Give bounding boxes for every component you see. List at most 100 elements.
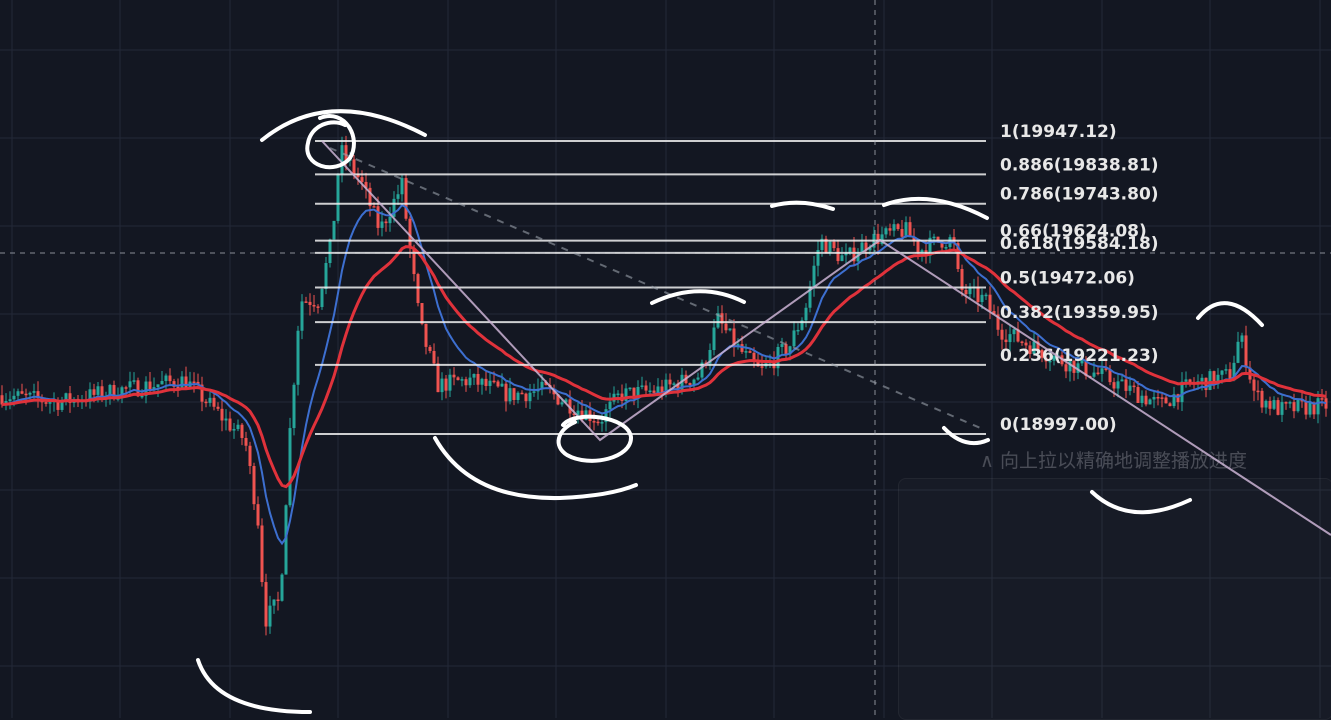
annotation-stroke — [1090, 490, 1192, 515]
annotation-stroke — [650, 289, 746, 305]
candle-down — [756, 361, 760, 367]
candle-down — [1136, 387, 1140, 403]
candle-down — [900, 229, 904, 237]
candle-up — [1236, 341, 1240, 363]
candle-up — [12, 395, 16, 400]
fib-level-label: 0(18997.00) — [1000, 415, 1117, 435]
candle-up — [1316, 398, 1320, 415]
candle-up — [488, 380, 492, 386]
candle-down — [908, 222, 912, 238]
candle-down — [424, 323, 428, 347]
candle-up — [156, 384, 160, 388]
candle-up — [1140, 395, 1144, 403]
candle-up — [460, 379, 464, 381]
candle-up — [224, 418, 228, 421]
candle-down — [1124, 379, 1128, 391]
candle-down — [784, 344, 788, 355]
candle-down — [420, 303, 424, 324]
fibonacci-retracement[interactable]: 1(19947.12) 0.886(19838.81) 0.786(19743.80… — [315, 122, 1159, 435]
candle-down — [36, 391, 40, 399]
candle-down — [1252, 379, 1256, 391]
candle-up — [396, 194, 400, 199]
candle-down — [632, 387, 636, 399]
candle-up — [1128, 385, 1132, 391]
candle-up — [600, 422, 604, 424]
candle-down — [1284, 402, 1288, 404]
candle-down — [556, 394, 560, 405]
candle-down — [0, 395, 4, 405]
candle-up — [868, 247, 872, 251]
candle-down — [412, 248, 416, 275]
candle-up — [616, 393, 620, 396]
candle-down — [276, 599, 280, 602]
candle-down — [1244, 335, 1248, 368]
candle-up — [672, 383, 676, 385]
candle-down — [1004, 339, 1008, 343]
candle-down — [376, 206, 380, 228]
candle-down — [204, 401, 208, 404]
annotation-stroke — [1196, 301, 1264, 327]
candle-down — [1324, 398, 1328, 409]
candle-down — [24, 393, 28, 396]
candle-up — [664, 379, 668, 394]
candle-down — [1320, 398, 1324, 400]
candle-up — [1232, 362, 1236, 381]
candle-down — [668, 379, 672, 385]
video-overlay-panel — [898, 478, 1331, 720]
candle-up — [816, 250, 820, 266]
candle-down — [1188, 379, 1192, 383]
candle-up — [1220, 370, 1224, 375]
candle-up — [1240, 335, 1244, 342]
candle-up — [856, 253, 860, 262]
candle-down — [724, 323, 728, 331]
candle-down — [1112, 382, 1116, 389]
candle-down — [912, 237, 916, 242]
candle-up — [400, 178, 404, 195]
candle-down — [836, 248, 840, 262]
candle-down — [484, 378, 488, 386]
candle-up — [332, 220, 336, 240]
candle-up — [232, 429, 236, 431]
candle-up — [1012, 329, 1016, 335]
candle-up — [1272, 400, 1276, 409]
candle-down — [1276, 400, 1280, 415]
candle-down — [832, 241, 836, 249]
candle-down — [436, 363, 440, 393]
candle-down — [1040, 350, 1044, 358]
candle-down — [316, 306, 320, 308]
candle-up — [1068, 360, 1072, 372]
candle-down — [964, 289, 968, 295]
candle-down — [1064, 364, 1068, 372]
candle-up — [472, 373, 476, 378]
candle-up — [844, 253, 848, 256]
candle-up — [788, 346, 792, 355]
candle-down — [1104, 368, 1108, 370]
candle-down — [216, 406, 220, 409]
candle-down — [1292, 402, 1296, 412]
annotation-stroke — [556, 414, 634, 463]
candle-down — [720, 313, 724, 324]
candle-up — [128, 381, 132, 388]
candle-down — [456, 377, 460, 381]
candle-down — [732, 328, 736, 348]
candle-down — [960, 269, 964, 290]
candle-up — [696, 377, 700, 380]
candle-down — [1028, 345, 1032, 355]
candle-down — [256, 504, 260, 526]
candle-up — [324, 263, 328, 289]
candle-down — [184, 376, 188, 389]
fib-level-label: 0.5(19472.06) — [1000, 269, 1135, 289]
candle-down — [1312, 402, 1316, 415]
candle-up — [1032, 341, 1036, 355]
candle-down — [304, 301, 308, 303]
candle-down — [1160, 397, 1164, 399]
hand-drawn-annotations — [196, 109, 1264, 714]
candle-up — [88, 389, 92, 402]
candle-up — [1264, 400, 1268, 408]
candle-down — [264, 582, 268, 627]
candle-down — [452, 374, 456, 378]
candle-up — [880, 234, 884, 245]
candle-down — [464, 379, 468, 386]
candle-up — [1224, 369, 1228, 371]
